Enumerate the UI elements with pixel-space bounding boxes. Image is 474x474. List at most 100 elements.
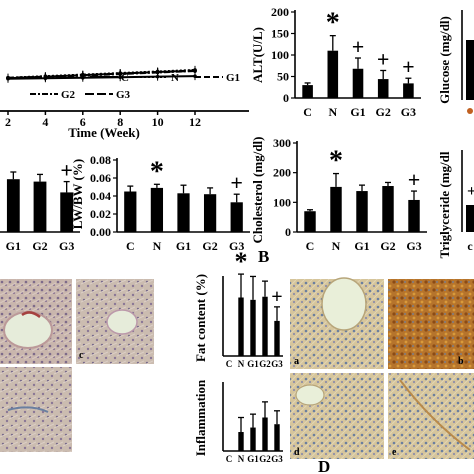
hemorrhage-mark <box>21 311 41 318</box>
micrograph-label-e: e <box>392 447 397 458</box>
inflammation-y-axis-label: Inflammation <box>193 379 208 456</box>
fat-y-axis-label: Fat content (%) <box>193 274 208 362</box>
ratio1-bar-G2 <box>33 181 47 232</box>
fat-category-G1: G1 <box>247 359 259 369</box>
histology-right: a b d e <box>290 277 474 459</box>
triglyceride-y-axis-label: Triglyceride (mg/dl <box>437 151 452 258</box>
lwbw-bar-N <box>150 187 164 232</box>
alt-marker: + <box>402 54 415 79</box>
inflammation-category-G3: G3 <box>271 454 283 464</box>
cholesterol-marker: * <box>329 146 343 177</box>
growth-tick-label: 4 <box>42 115 48 129</box>
inflammation-bar-G2 <box>262 417 268 451</box>
growth-series-G2 <box>7 69 196 80</box>
lwbw-category-G1: G1 <box>176 239 191 253</box>
growth-tick-label: 2 <box>5 115 11 129</box>
triglyceride-marker: + <box>467 183 474 200</box>
legend-label-G1: G1 <box>226 72 240 84</box>
ratio1-bar-G1 <box>6 179 20 232</box>
inflammation-category-N: N <box>238 454 245 464</box>
cholesterol-category-G3: G3 <box>406 239 421 253</box>
growth-legend: C N G1 G2 G3 <box>30 72 240 101</box>
lwbw-y-tick-label: 0.02 <box>90 207 111 221</box>
fat-category-G2: G2 <box>259 359 271 369</box>
vessel-lumen <box>106 309 138 335</box>
lwbw-y-tick-label: 0.04 <box>90 189 111 203</box>
lwbw-category-C: C <box>126 239 135 253</box>
cholesterol-y-tick-label: 100 <box>273 195 291 209</box>
cholesterol-y-tick-label: 0 <box>285 225 291 239</box>
growth-tick-label: 10 <box>152 115 164 129</box>
fat-bar-N <box>238 297 244 356</box>
cholesterol-marker: + <box>408 167 421 192</box>
vessel-lumen <box>3 311 53 349</box>
growth-tick-label: 6 <box>80 115 86 129</box>
growth-point <box>81 73 85 77</box>
panel-label-b: B <box>258 247 269 266</box>
cholesterol-bar-C <box>304 211 316 232</box>
panel-label-d: D <box>318 457 330 474</box>
growth-point <box>43 74 48 79</box>
legend-label-N: N <box>171 72 179 84</box>
glucose-bar-C <box>466 40 474 100</box>
alt-category-G1: G1 <box>350 105 365 119</box>
cholesterol-category-N: N <box>332 239 341 253</box>
alt-bar-N <box>327 50 339 98</box>
cholesterol-bar-G1 <box>356 191 368 232</box>
growth-point <box>193 69 197 73</box>
triglyceride-bar-chart: + c Triglyceride (mg/dl <box>437 150 474 258</box>
growth-x-ticks: 2 4 6 8 10 12 <box>5 111 201 129</box>
growth-series-group <box>6 65 197 83</box>
alt-bar-G2 <box>377 79 389 98</box>
micrograph-b <box>388 279 474 369</box>
cholesterol-category-C: C <box>306 239 315 253</box>
alt-category-N: N <box>328 105 337 119</box>
lwbw-bar-G3 <box>230 202 243 232</box>
alt-marker: + <box>377 46 390 71</box>
inflammation-bar-N <box>238 432 244 451</box>
ratio1-category-G1: G1 <box>6 239 21 253</box>
ratio1-bar-chart: G1 G2 G3 + <box>0 158 80 253</box>
stain-streak <box>399 379 471 451</box>
glucose-category-marker <box>467 108 473 114</box>
cholesterol-category-G2: G2 <box>380 239 395 253</box>
alt-bar-G3 <box>403 83 414 98</box>
fat-bar-G3 <box>274 320 280 356</box>
fat-bar-G1 <box>250 299 256 356</box>
cholesterol-bar-chart: 0 100 200 300 C N * G1 G2 G3 + Cholesterol (mg/dl) <box>250 136 427 253</box>
fat-bar-G2 <box>262 296 268 356</box>
lwbw-category-G2: G2 <box>202 239 217 253</box>
lwbw-bar-G2 <box>203 194 217 232</box>
lwbw-y-tick-label: 0.06 <box>90 171 111 185</box>
alt-marker: * <box>326 8 340 39</box>
alt-bar-chart: 0 50 100 150 200 C N * G1 + G2 + G3 + ALT(U/L) <box>250 5 421 119</box>
alt-bar-C <box>302 85 313 98</box>
triglyceride-bar-C <box>466 205 474 232</box>
glucose-bar-chart: Glucose (mg/dl) <box>437 10 474 114</box>
inflammation-bar-chart: C N G1 G2 G3 Inflammation <box>193 379 283 464</box>
alt-y-tick-label: 0 <box>283 91 289 105</box>
ratio1-category-G3: G3 <box>59 239 74 253</box>
cholesterol-y-axis-label: Cholesterol (mg/dl) <box>250 137 265 244</box>
alt-marker: + <box>352 34 365 59</box>
inflammation-bar-G1 <box>250 427 256 451</box>
glucose-y-axis-label: Glucose (mg/dl) <box>437 16 452 104</box>
alt-y-tick-label: 50 <box>277 70 289 84</box>
inflammation-category-C: C <box>226 454 233 464</box>
alt-y-tick-label: 100 <box>271 48 289 62</box>
vessel-lumen <box>321 277 367 331</box>
ratio1-bar-G3 <box>60 192 74 232</box>
inflammation-bar-G3 <box>274 424 280 451</box>
micrograph-label-c: c <box>79 350 84 361</box>
fat-marker: + <box>271 286 282 308</box>
micrograph-label-a: a <box>294 356 299 367</box>
cholesterol-y-tick-label: 300 <box>273 136 291 150</box>
cholesterol-bar-N <box>330 186 342 232</box>
legend-label-G2: G2 <box>61 89 76 101</box>
alt-y-tick-label: 150 <box>271 27 289 41</box>
legend-label-G3: G3 <box>116 89 131 101</box>
inflammation-category-G1: G1 <box>247 454 259 464</box>
alt-category-C: C <box>303 105 312 119</box>
alt-y-tick-label: 200 <box>271 5 289 19</box>
growth-line-chart: 2 4 6 8 10 12 Time (Week) C N G1 G2 G3 <box>0 65 249 140</box>
